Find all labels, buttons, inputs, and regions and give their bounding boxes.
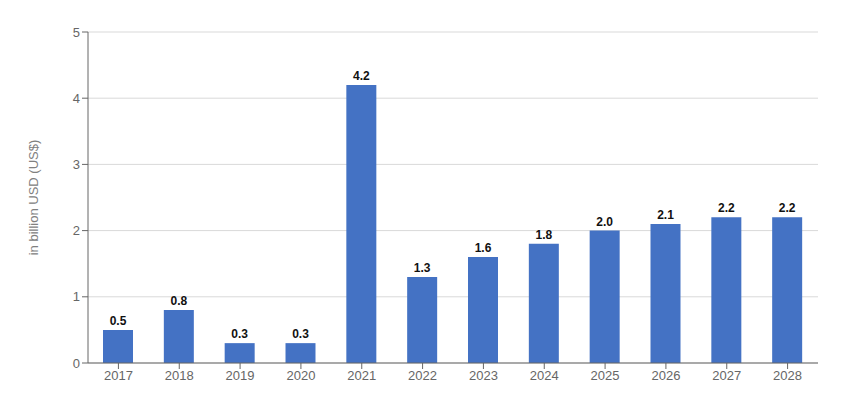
svg-text:2: 2: [73, 223, 80, 238]
svg-text:5: 5: [73, 25, 80, 40]
svg-text:0.3: 0.3: [292, 327, 309, 341]
svg-text:1: 1: [73, 289, 80, 304]
svg-text:2020: 2020: [286, 368, 315, 383]
svg-text:2026: 2026: [651, 368, 680, 383]
svg-text:2025: 2025: [591, 368, 620, 383]
svg-text:0.5: 0.5: [110, 314, 127, 328]
svg-text:1.3: 1.3: [414, 261, 431, 275]
svg-text:2.0: 2.0: [596, 215, 613, 229]
svg-text:0.8: 0.8: [170, 294, 187, 308]
svg-text:2017: 2017: [104, 368, 133, 383]
svg-text:1.6: 1.6: [475, 241, 492, 255]
svg-text:2.1: 2.1: [657, 208, 674, 222]
svg-text:2.2: 2.2: [779, 201, 796, 215]
svg-text:in billion USD (US$): in billion USD (US$): [26, 140, 41, 256]
svg-text:4: 4: [73, 91, 80, 106]
svg-text:2018: 2018: [165, 368, 194, 383]
svg-text:4.2: 4.2: [353, 69, 370, 83]
svg-text:2021: 2021: [347, 368, 376, 383]
svg-text:2028: 2028: [773, 368, 802, 383]
svg-text:2019: 2019: [226, 368, 255, 383]
svg-text:2024: 2024: [530, 368, 559, 383]
svg-text:0.3: 0.3: [231, 327, 248, 341]
svg-text:2027: 2027: [712, 368, 741, 383]
svg-text:2.2: 2.2: [718, 201, 735, 215]
svg-text:2023: 2023: [469, 368, 498, 383]
svg-text:0: 0: [73, 356, 80, 371]
svg-text:2022: 2022: [408, 368, 437, 383]
svg-text:3: 3: [73, 157, 80, 172]
svg-text:1.8: 1.8: [535, 228, 552, 242]
